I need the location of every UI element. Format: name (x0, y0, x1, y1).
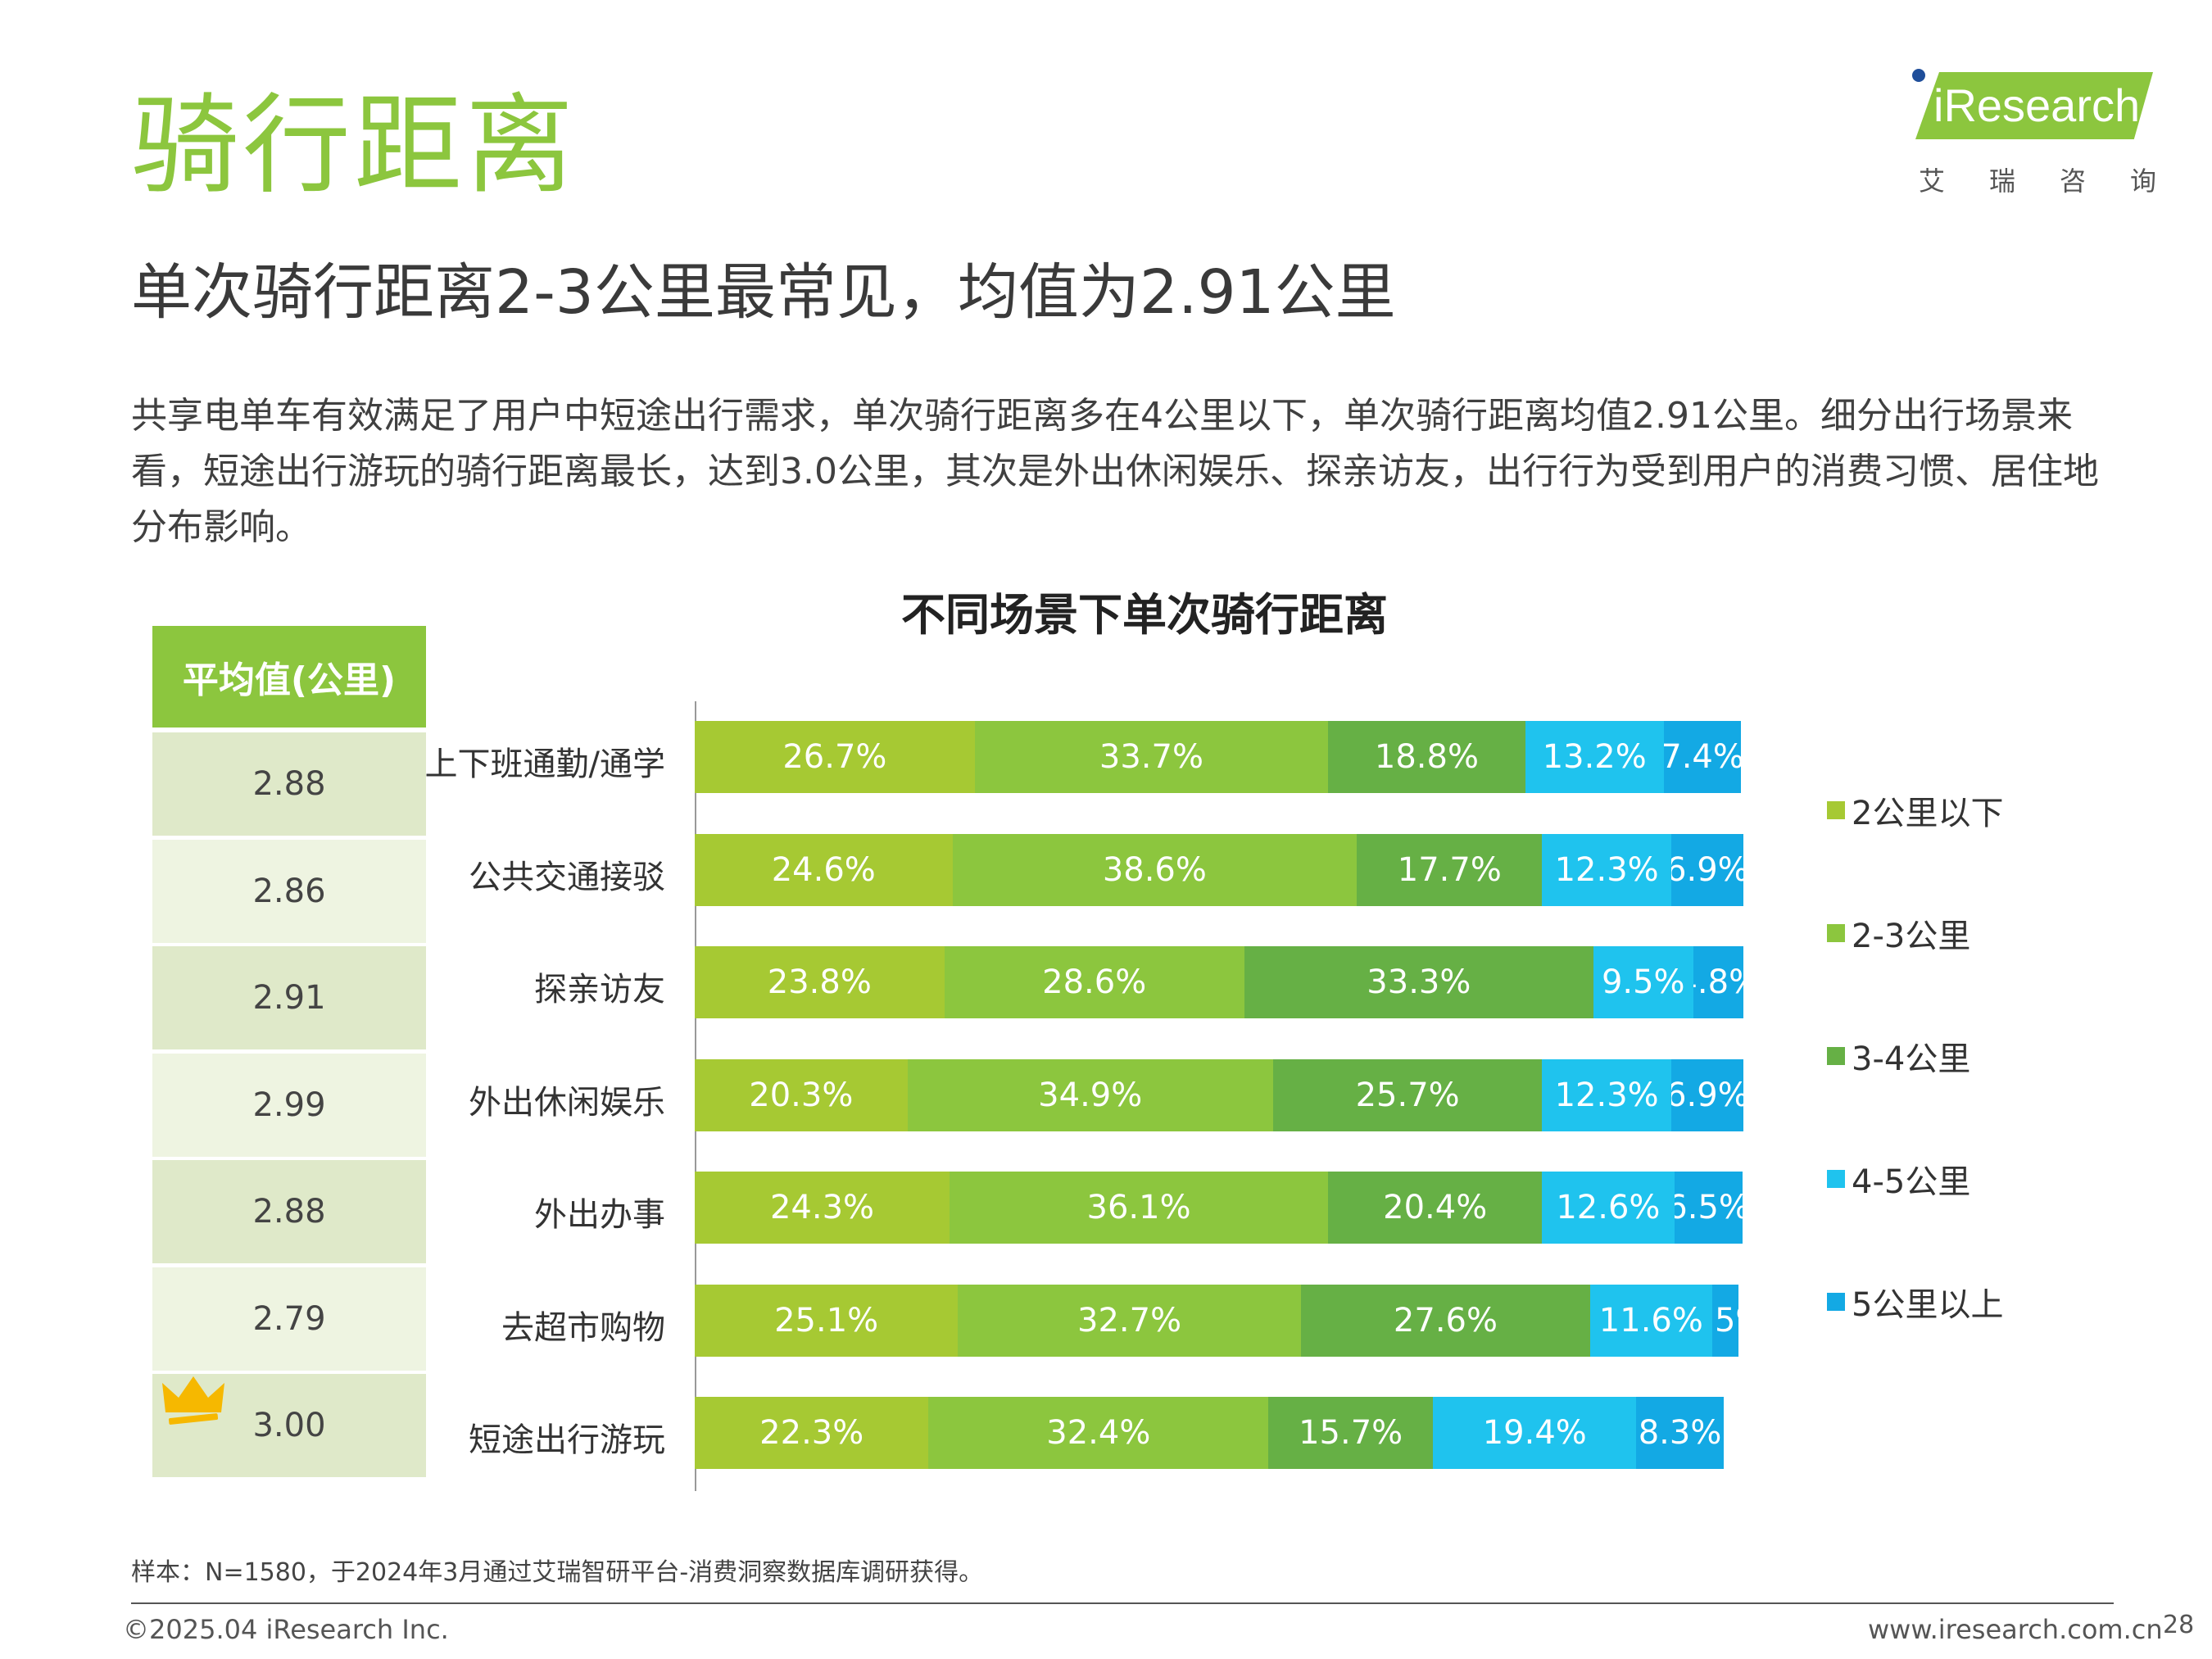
bar-segment: 8.3% (1636, 1397, 1724, 1469)
avg-value-cell: 2.86 (152, 839, 426, 943)
bar-segment: 6.9% (1670, 833, 1743, 906)
category-label: 外出办事 (534, 1196, 665, 1234)
legend-item: 2公里以下 (1827, 786, 2003, 834)
avg-value-cell: 2.79 (152, 1267, 426, 1371)
bar-segment: 11.6% (1590, 1284, 1712, 1357)
crown-icon (162, 1376, 224, 1425)
bar-segment: 32.7% (958, 1284, 1301, 1357)
bar-segment: 20.3% (695, 1058, 908, 1131)
legend-swatch (1827, 1047, 1845, 1065)
headline: 单次骑行距离2-3公里最常见，均值为2.91公里 (131, 257, 1396, 328)
bar-segment: 25.1% (695, 1284, 959, 1357)
footnote: 样本：N=1580，于2024年3月通过艾瑞智研平台-消费洞察数据库调研获得。 (131, 1558, 984, 1587)
bar-segment: 17.7% (1357, 833, 1543, 906)
bar-segment: 9.5% (1593, 946, 1693, 1018)
bar-segment: 6.5% (1674, 1172, 1743, 1244)
avg-table-header: 平均值(公里) (152, 626, 426, 728)
page-title: 骑行距离 (131, 83, 577, 209)
legend-label: 2公里以下 (1852, 795, 2004, 832)
bar-segment: 33.3% (1244, 946, 1593, 1018)
avg-value-cell: 2.88 (152, 1160, 426, 1263)
logo-dot (1912, 69, 1925, 82)
bar-segment: 24.3% (695, 1172, 950, 1244)
intro-paragraph: 共享电单车有效满足了用户中短途出行需求，单次骑行距离多在4公里以下，单次骑行距离… (131, 395, 2099, 548)
bar-segment: 12.3% (1542, 1058, 1671, 1131)
bar-segment: 26.7% (695, 721, 975, 793)
legend-swatch (1827, 1293, 1845, 1311)
logo-text: iResearch (1933, 79, 2141, 131)
legend-item: 5公里以上 (1827, 1278, 2003, 1326)
legend-label: 5公里以上 (1852, 1286, 2004, 1324)
avg-value-cell: 2.91 (152, 946, 426, 1049)
bar-segment: 22.3% (695, 1397, 929, 1469)
iresearch-logo: iResearch 艾瑞咨询 (1909, 69, 2201, 197)
bar-segment: 4.8% (1693, 946, 1743, 1018)
bar-segment: 36.1% (950, 1172, 1329, 1244)
bar-segment: 19.4% (1433, 1397, 1637, 1469)
page-number: 28 (2163, 1611, 2195, 1639)
bar-segment: 34.9% (907, 1058, 1273, 1131)
copyright: ©2025.04 iResearch Inc. (123, 1614, 449, 1645)
stacked-bar-plot: 26.7% 33.7% 18.8% 13.2% 7.4% 24.6% 38.6% 17.7% 1… (695, 701, 1743, 1491)
bar-segment: 12.6% (1542, 1172, 1675, 1244)
bar-segment: 18.8% (1328, 721, 1525, 793)
bar-segment: 32.4% (928, 1397, 1269, 1469)
logo-subtitle: 艾瑞咨询 (1919, 165, 2201, 197)
bar-segment: 28.6% (944, 946, 1244, 1018)
bar-segment: 15.7% (1268, 1397, 1434, 1469)
legend-swatch (1827, 801, 1845, 819)
bar-segment: 25.7% (1272, 1058, 1543, 1131)
legend-item: 3-4公里 (1827, 1032, 1970, 1080)
bar-segment: 6.9% (1670, 1058, 1743, 1131)
category-label: 短途出行游玩 (469, 1421, 665, 1459)
legend-item: 4-5公里 (1827, 1155, 1970, 1203)
logo-mark (1915, 72, 2153, 139)
category-label: 探亲访友 (534, 971, 665, 1009)
bar-segment: 13.2% (1525, 721, 1664, 793)
legend-label: 4-5公里 (1852, 1163, 1971, 1201)
footer-divider (131, 1602, 2114, 1604)
bar-segment: 12.3% (1542, 833, 1671, 906)
bar-segment: 24.6% (695, 833, 953, 906)
bar-segment: 20.4% (1328, 1172, 1543, 1244)
category-label: 上下班通勤/通学 (424, 746, 665, 783)
avg-value-cell: 2.99 (152, 1053, 426, 1157)
bar-segment: 27.6% (1300, 1284, 1591, 1357)
legend-label: 2-3公里 (1852, 918, 1971, 955)
bar-segment: 2.5% (1711, 1284, 1738, 1357)
legend-swatch (1827, 1170, 1845, 1188)
chart-title: 不同场景下单次骑行距离 (901, 589, 1388, 641)
bar-segment: 23.8% (695, 946, 945, 1018)
bar-segment: 7.4% (1663, 721, 1742, 793)
website-link[interactable]: www.iresearch.com.cn (1868, 1614, 2163, 1645)
category-label: 公共交通接驳 (469, 858, 665, 896)
bar-segment: 38.6% (952, 833, 1358, 906)
category-label: 去超市购物 (501, 1308, 665, 1347)
category-labels: 上下班通勤/通学公共交通接驳探亲访友外出休闲娱乐外出办事去超市购物短途出行游玩 (344, 0, 665, 1659)
category-label: 外出休闲娱乐 (469, 1083, 665, 1122)
legend-label: 3-4公里 (1852, 1040, 1971, 1078)
bar-segment: 33.7% (974, 721, 1329, 793)
legend-swatch (1827, 924, 1845, 942)
avg-value-cell: 2.88 (152, 732, 426, 836)
legend-item: 2-3公里 (1827, 909, 1970, 957)
